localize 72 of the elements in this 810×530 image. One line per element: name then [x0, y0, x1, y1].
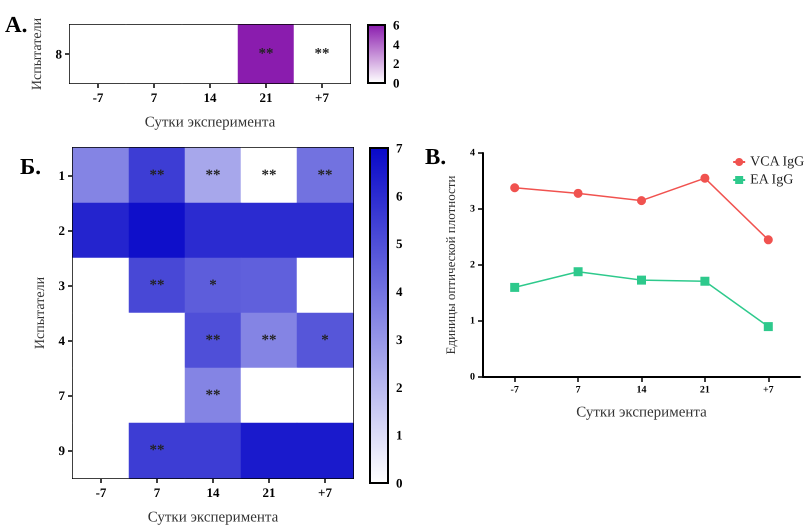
- y-tick-label: 3: [470, 204, 475, 214]
- data-label: **: [206, 388, 220, 404]
- data-label: **: [314, 46, 330, 62]
- color-bar-label: 1: [396, 428, 402, 443]
- x-tick-label: +7: [315, 90, 330, 105]
- data-label: **: [206, 332, 220, 348]
- chart-title: А.: [5, 12, 28, 37]
- data-label: **: [206, 168, 220, 184]
- legend-label: EA IgG: [750, 172, 794, 188]
- data-label: **: [262, 332, 276, 348]
- y-tick-label: 1: [58, 168, 65, 183]
- color-bar-label: 5: [396, 236, 403, 252]
- x-tick-label: 7: [576, 384, 581, 396]
- y-axis-title: Испытатели: [33, 276, 48, 350]
- x-tick-label: 14: [206, 485, 220, 500]
- point: [700, 174, 710, 183]
- x-tick-label: 14: [204, 90, 217, 105]
- color-bar-label: 2: [393, 56, 400, 72]
- data-label: **: [262, 168, 276, 184]
- color-bar-label: 0: [393, 76, 400, 90]
- y-tick-label: 4: [470, 148, 475, 158]
- point: [574, 188, 583, 198]
- y-tick-label: 0: [470, 372, 475, 382]
- x-axis-title: Сутки эксперимента: [148, 510, 279, 526]
- point: [510, 282, 520, 292]
- x-tick-label: 21: [700, 384, 710, 396]
- x-tick-label: 21: [262, 485, 276, 500]
- y-tick-label: 3: [58, 278, 66, 293]
- y-axis-title: Испытатели: [30, 17, 46, 90]
- color-bar-label: 2: [396, 380, 402, 395]
- x-tick-label: -7: [510, 384, 519, 396]
- y-axis-title: Единицы оптической плотности: [443, 176, 458, 354]
- data-label: **: [150, 278, 164, 294]
- x-tick-label: 21: [260, 90, 272, 105]
- data-label: **: [150, 442, 164, 458]
- color-bar-label: 7: [396, 140, 403, 156]
- x-axis-title: Сутки эксперимента: [576, 404, 708, 420]
- point: [700, 276, 710, 286]
- data-label: *: [321, 332, 329, 348]
- x-tick-label: -7: [92, 90, 104, 105]
- y-tick-label: 9: [58, 443, 66, 458]
- color-bar-label: 6: [393, 18, 400, 32]
- x-tick-label: 14: [636, 384, 646, 396]
- x-tick-label: 7: [150, 90, 158, 105]
- color-bar-label: 3: [396, 332, 403, 347]
- y-tick-label: 8: [56, 46, 62, 62]
- data-label: **: [318, 168, 332, 184]
- data-label: **: [150, 168, 164, 184]
- color-bar-label: 0: [396, 476, 402, 490]
- y-tick-label: 1: [470, 316, 475, 326]
- chart-title: Б.: [20, 154, 41, 179]
- point: [637, 276, 646, 285]
- data-label: *: [209, 278, 217, 294]
- y-tick-label: 2: [58, 223, 65, 238]
- data-label: **: [258, 46, 274, 62]
- y-tick-label: 4: [58, 333, 66, 348]
- point: [510, 183, 520, 192]
- legend-label: VCA IgG: [750, 154, 804, 170]
- chart-title: В.: [425, 144, 446, 169]
- point: [637, 196, 646, 206]
- y-tick-label: 2: [470, 260, 475, 270]
- x-tick-label: -7: [96, 485, 107, 500]
- point: [764, 235, 773, 244]
- x-axis-title: Сутки эксперимента: [144, 114, 276, 130]
- x-tick-label: 7: [154, 485, 161, 500]
- color-bar-label: 4: [393, 36, 400, 52]
- color-bar-label: 6: [396, 188, 403, 204]
- point: [574, 267, 583, 276]
- point: [764, 322, 773, 332]
- x-tick-label: +7: [318, 485, 332, 500]
- color-bar-label: 4: [396, 284, 403, 300]
- x-tick-label: +7: [762, 384, 774, 396]
